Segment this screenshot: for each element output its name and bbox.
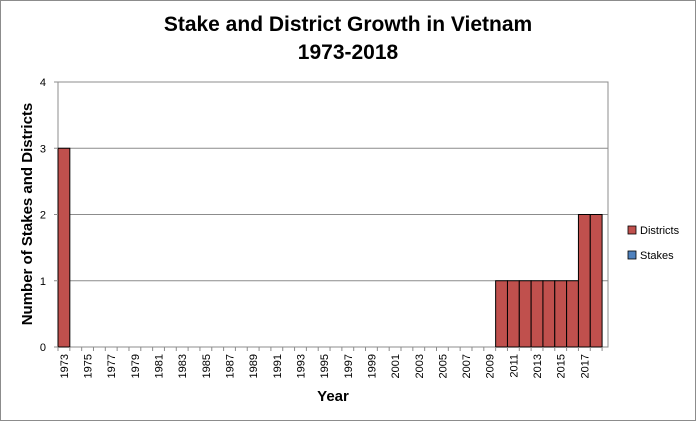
x-tick-label: 2015 [556, 354, 568, 378]
x-tick-label: 1991 [272, 354, 284, 378]
bar-districts-2010 [495, 280, 508, 348]
x-tick-label: 1973 [59, 354, 71, 378]
x-tick-label: 1981 [154, 354, 166, 378]
x-tick-label: 2001 [390, 354, 402, 378]
x-tick-label: 2017 [579, 354, 591, 378]
y-tick-label: 2 [40, 210, 46, 222]
x-tick-label: 1977 [106, 354, 118, 378]
x-tick-label: 2003 [414, 354, 426, 378]
legend-swatch-stakes [627, 250, 637, 260]
x-tick-label: 2013 [532, 354, 544, 378]
x-tick-label: 2005 [437, 354, 449, 378]
y-axis-title: Number of Stakes and Districts [19, 103, 36, 326]
bar-districts-1973 [57, 147, 71, 348]
legend-swatch-districts [627, 225, 637, 235]
x-tick-label: 1999 [366, 354, 378, 378]
bar-districts-2012 [518, 280, 532, 348]
x-tick-label: 1997 [343, 354, 355, 378]
y-tick-label: 0 [40, 342, 46, 354]
x-axis-title: Year [317, 388, 349, 405]
x-tick-label: 1985 [201, 354, 213, 378]
chart-title-line-1: Stake and District Growth in Vietnam [164, 13, 532, 36]
bar-districts-2016 [566, 280, 579, 348]
x-tick-label: 1995 [319, 354, 331, 378]
x-tick-label: 1993 [295, 354, 307, 378]
chart-title-line-2: 1973-2018 [298, 41, 399, 64]
bar-districts-2015 [554, 280, 568, 348]
y-tick-label: 4 [40, 77, 46, 89]
x-tick-label: 1979 [130, 354, 142, 378]
bar-districts-2011 [506, 280, 520, 348]
bar-districts-2018 [589, 214, 603, 348]
bar-districts-2017 [577, 214, 591, 348]
x-tick-label: 2009 [485, 354, 497, 378]
x-tick-label: 2011 [508, 354, 520, 378]
x-tick-label: 1983 [177, 354, 189, 378]
bar-districts-2013 [530, 280, 544, 348]
bar-districts-2014 [542, 280, 556, 348]
x-tick-label: 2007 [461, 354, 473, 378]
y-tick-label: 1 [40, 276, 46, 288]
x-tick-label: 1987 [225, 354, 237, 378]
x-tick-label: 1975 [83, 354, 95, 378]
y-tick-label: 3 [40, 143, 46, 155]
x-tick-label: 1989 [248, 354, 260, 378]
legend-label-stakes: Stakes [640, 250, 674, 262]
legend-label-districts: Districts [640, 225, 680, 237]
legend: Districts Stakes [627, 225, 680, 262]
